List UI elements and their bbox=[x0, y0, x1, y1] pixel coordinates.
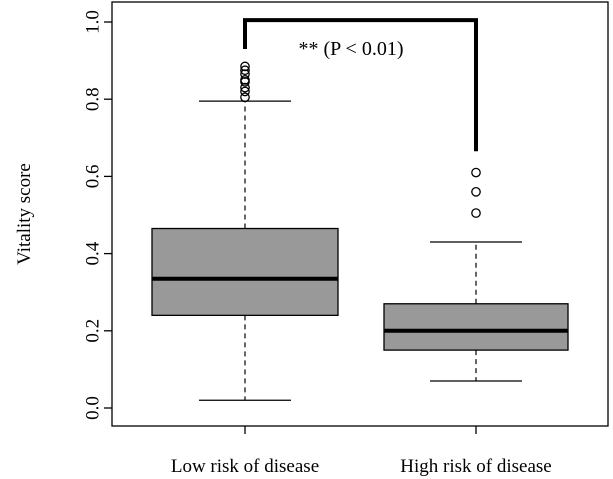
significance-annotation: ** (P < 0.01) bbox=[243, 18, 478, 152]
outlier-point bbox=[471, 208, 481, 218]
outlier-point bbox=[240, 92, 250, 103]
iqr-box bbox=[151, 227, 339, 317]
outlier-point bbox=[240, 82, 250, 93]
y-tick-label: 0.8 bbox=[83, 87, 104, 111]
x-category-label: Low risk of disease bbox=[171, 456, 319, 477]
outlier-point bbox=[471, 186, 481, 197]
outlier-point bbox=[240, 86, 250, 97]
outlier-point bbox=[240, 69, 250, 79]
y-tick-label: 0.4 bbox=[83, 241, 104, 265]
plot-frame bbox=[111, 1, 609, 427]
box-group bbox=[151, 61, 339, 401]
y-tick-label: 0.0 bbox=[83, 396, 104, 420]
outlier-point bbox=[471, 167, 481, 178]
y-tick-label: 1.0 bbox=[83, 10, 104, 34]
outlier-point bbox=[240, 61, 250, 72]
significance-label: ** (P < 0.01) bbox=[299, 38, 404, 60]
iqr-box bbox=[383, 303, 569, 351]
y-tick-label: 0.2 bbox=[83, 319, 104, 343]
outlier-point bbox=[240, 65, 250, 76]
y-tick-label: 0.6 bbox=[83, 165, 104, 189]
significance-bracket bbox=[243, 18, 478, 152]
boxes bbox=[151, 61, 569, 401]
outlier-point bbox=[240, 75, 250, 85]
box-group bbox=[383, 167, 569, 382]
x-axis: Low risk of disease High risk of disease bbox=[171, 426, 552, 477]
x-category-label: High risk of disease bbox=[400, 456, 551, 477]
y-axis: 0.0 0.2 0.4 0.6 0.8 1.0 bbox=[83, 10, 112, 420]
y-axis-title: Vitality score bbox=[14, 163, 35, 265]
